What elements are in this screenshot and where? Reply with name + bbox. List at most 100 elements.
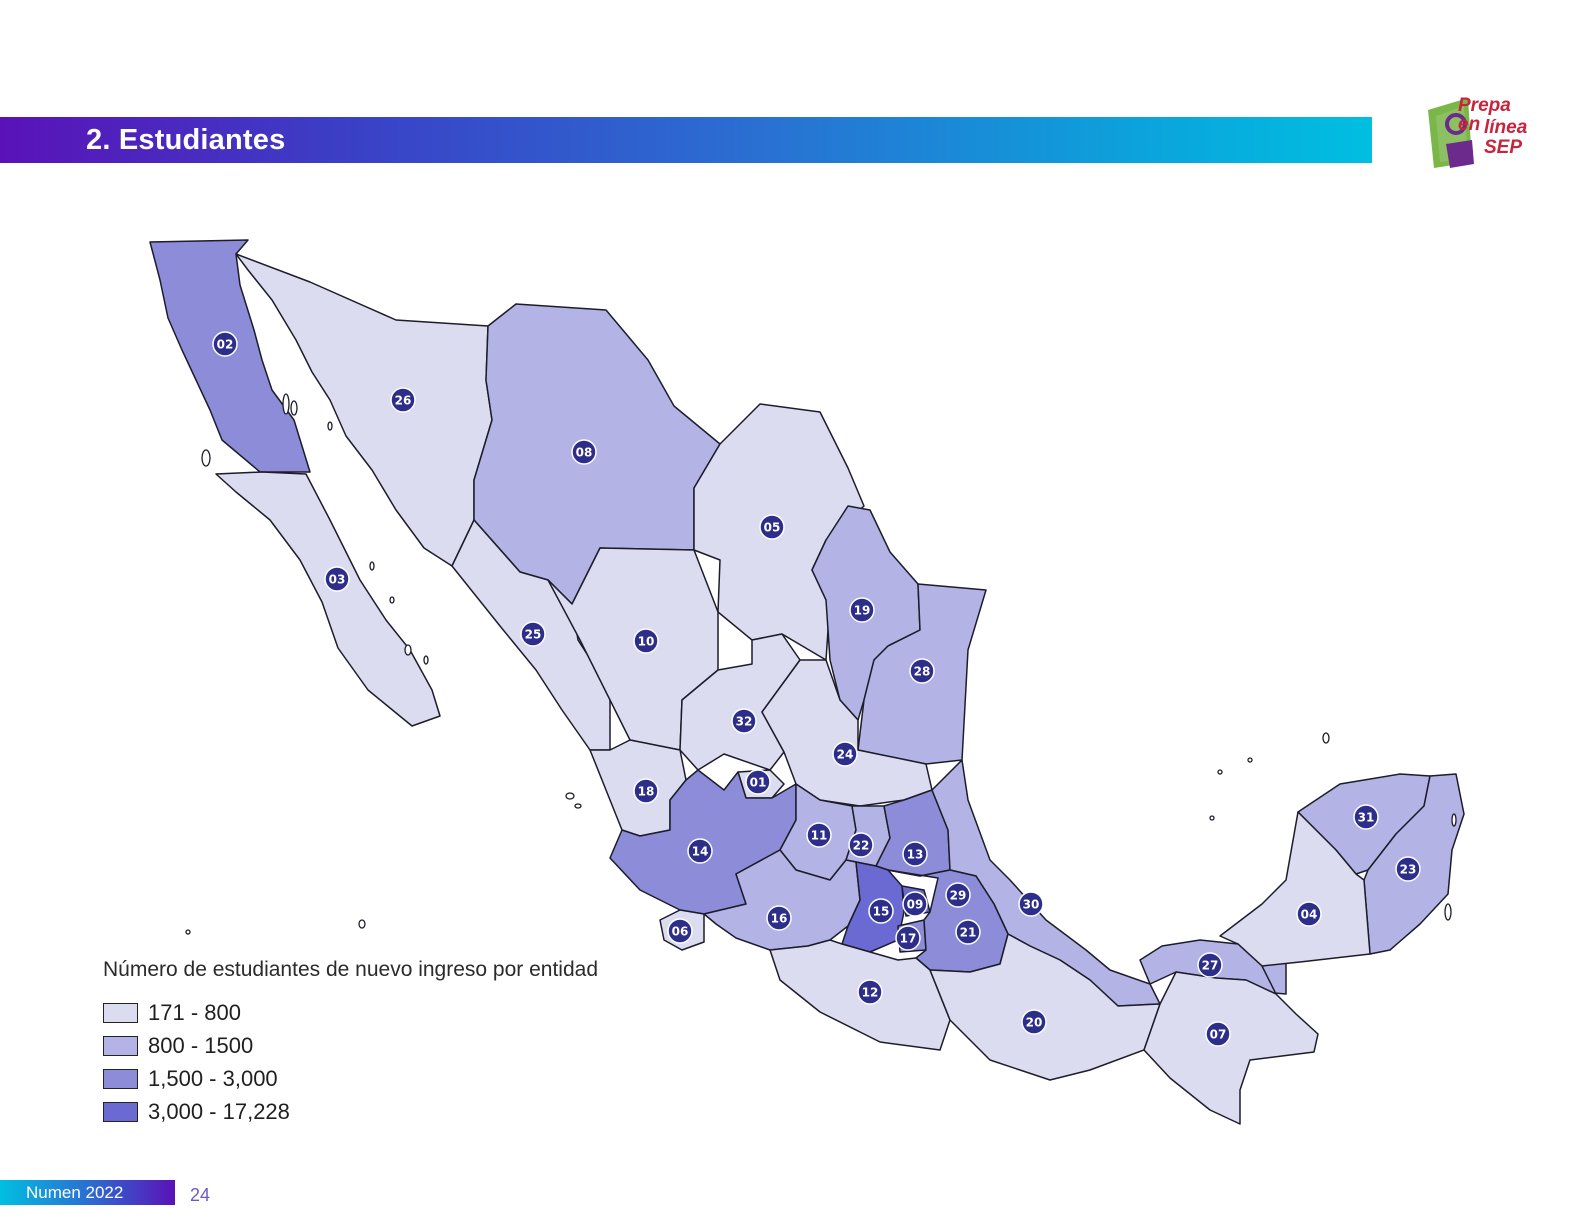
state-marker-circle (667, 918, 693, 944)
state-marker-circle (766, 905, 792, 931)
state-code-label: 04 (1301, 908, 1318, 922)
state-marker-circle (945, 882, 971, 908)
state-region-02 (149, 239, 311, 473)
island-outline (389, 596, 395, 604)
island-outline (1322, 732, 1330, 744)
state-marker-21: 21 (955, 919, 981, 945)
legend-item-2: 800 - 1500 (103, 1029, 598, 1062)
state-marker-circle (1353, 804, 1379, 830)
island-outline (358, 919, 366, 929)
state-code-label: 30 (1023, 898, 1040, 912)
state-marker-circle (857, 979, 883, 1005)
state-marker-31: 31 (1353, 804, 1379, 830)
state-marker-02: 02 (212, 331, 238, 357)
footer-band: Numen 2022 (0, 1180, 175, 1205)
state-marker-circle (1395, 856, 1421, 882)
state-marker-circle (633, 778, 659, 804)
state-code-label: 20 (1026, 1016, 1043, 1030)
state-marker-18: 18 (633, 778, 659, 804)
state-marker-10: 10 (633, 628, 659, 654)
island-outline (423, 655, 429, 665)
state-code-label: 17 (900, 932, 917, 946)
island-outline (290, 400, 298, 416)
state-region-20 (929, 933, 1161, 1081)
state-marker-circle (571, 439, 597, 465)
state-code-label: 25 (525, 628, 542, 642)
state-marker-30: 30 (1018, 891, 1044, 917)
state-marker-06: 06 (667, 918, 693, 944)
island-outline (1247, 757, 1253, 763)
state-code-label: 08 (576, 446, 593, 460)
state-marker-circle (731, 708, 757, 734)
state-marker-circle (868, 898, 894, 924)
map-legend: Número de estudiantes de nuevo ingreso p… (103, 958, 598, 1128)
state-code-label: 16 (771, 912, 788, 926)
state-marker-09: 09 (902, 891, 928, 917)
state-marker-circle (909, 658, 935, 684)
state-marker-circle (212, 331, 238, 357)
state-code-label: 10 (638, 635, 655, 649)
state-code-label: 32 (736, 715, 753, 729)
island-outline (201, 449, 211, 467)
state-marker-08: 08 (571, 439, 597, 465)
logo-line-3: SEP (1484, 137, 1523, 158)
legend-item-3: 1,500 - 3,000 (103, 1062, 598, 1095)
state-marker-13: 13 (902, 841, 928, 867)
state-code-label: 23 (1400, 863, 1417, 877)
state-marker-27: 27 (1197, 952, 1223, 978)
state-code-label: 14 (692, 845, 709, 859)
state-code-label: 11 (811, 829, 828, 843)
state-code-label: 02 (217, 338, 234, 352)
state-marker-04: 04 (1296, 901, 1322, 927)
state-code-label: 12 (862, 986, 879, 1000)
state-region-04 (1219, 811, 1371, 967)
section-title: 2. Estudiantes (86, 124, 286, 156)
island-outline (327, 421, 333, 431)
state-code-label: 19 (854, 604, 871, 618)
state-marker-26: 26 (390, 387, 416, 413)
state-code-label: 06 (672, 925, 689, 939)
state-marker-28: 28 (909, 658, 935, 684)
logo-line-2: línea (1484, 117, 1528, 138)
state-marker-circle (832, 741, 858, 767)
state-region-03 (215, 471, 441, 727)
state-marker-03: 03 (324, 566, 350, 592)
state-marker-circle (955, 919, 981, 945)
legend-item-4: 3,000 - 17,228 (103, 1095, 598, 1128)
island-outline (1451, 813, 1457, 827)
legend-label-2: 800 - 1500 (148, 1032, 254, 1058)
state-marker-circle (745, 769, 771, 795)
state-marker-circle (759, 514, 785, 540)
state-region-07 (1143, 971, 1319, 1125)
state-marker-23: 23 (1395, 856, 1421, 882)
state-marker-25: 25 (520, 621, 546, 647)
state-marker-circle (1021, 1009, 1047, 1035)
page-number: 24 (190, 1185, 211, 1205)
state-code-label: 01 (750, 776, 767, 790)
state-marker-circle (687, 838, 713, 864)
footer-text: Numen 2022 (26, 1183, 124, 1202)
island-outline (1209, 815, 1215, 821)
state-marker-circle (902, 841, 928, 867)
state-code-label: 05 (764, 521, 781, 535)
state-marker-29: 29 (945, 882, 971, 908)
state-code-label: 13 (907, 848, 924, 862)
state-code-label: 18 (638, 785, 655, 799)
state-code-label: 24 (837, 748, 854, 762)
state-code-label: 07 (1210, 1028, 1227, 1042)
island-outline (1217, 769, 1223, 775)
island-outline (1444, 903, 1452, 921)
state-marker-24: 24 (832, 741, 858, 767)
state-code-label: 29 (950, 889, 967, 903)
state-marker-07: 07 (1205, 1021, 1231, 1047)
state-marker-22: 22 (848, 832, 874, 858)
state-marker-circle (1197, 952, 1223, 978)
logo-line-1: Prepa en (1458, 95, 1511, 135)
logo-icon (1428, 98, 1474, 168)
legend-label-1: 171 - 800 (148, 999, 241, 1025)
state-marker-05: 05 (759, 514, 785, 540)
state-code-label: 22 (853, 839, 870, 853)
legend-swatch-4 (103, 1101, 138, 1122)
legend-label-4: 3,000 - 17,228 (148, 1098, 290, 1124)
